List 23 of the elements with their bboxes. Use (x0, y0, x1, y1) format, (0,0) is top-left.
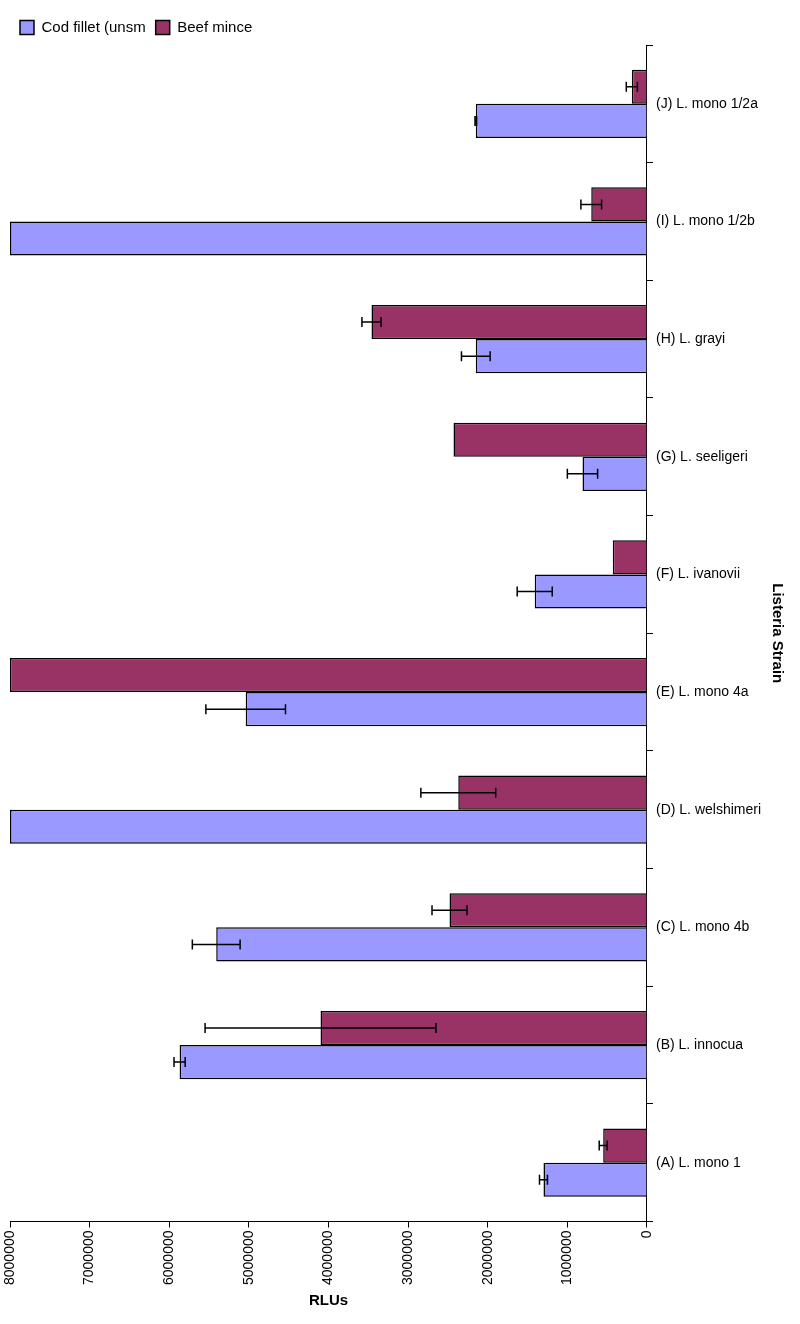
x-tick-label: 4000000 (319, 1230, 336, 1286)
y-tick-label: (F) L. ivanovii (655, 565, 741, 582)
y-tick-label: (H) L. grayi (655, 329, 726, 346)
y-tick-label: (E) L. mono 4a (655, 682, 749, 699)
x-tick-label: 7000000 (80, 1230, 97, 1286)
y-tick-label: (D) L. welshimeri (655, 800, 761, 817)
y-tick-label: (J) L. mono 1/2a (655, 94, 759, 111)
x-tick-label: 1000000 (558, 1230, 575, 1286)
x-tick-label: 3000000 (398, 1230, 415, 1286)
x-axis-title: RLUs (308, 1291, 349, 1309)
legend-label: Cod fillet (unsm (41, 17, 146, 35)
x-tick-label: 2000000 (478, 1230, 495, 1286)
y-tick-label: (B) L. innocua (655, 1035, 744, 1052)
x-tick-label: 0 (637, 1230, 654, 1239)
x-tick-label: 6000000 (160, 1230, 177, 1286)
y-tick-label: (A) L. mono 1 (655, 1153, 742, 1170)
x-tick-label: 8000000 (0, 1230, 17, 1286)
x-tick-label: 5000000 (239, 1230, 256, 1286)
y-tick-label: (I) L. mono 1/2b (655, 212, 756, 229)
legend-label: Beef mince (177, 17, 253, 35)
y-tick-label: (C) L. mono 4b (655, 918, 750, 935)
y-axis-title: Listeria Strain (769, 583, 787, 684)
y-tick-label: (G) L. seeligeri (655, 447, 748, 464)
